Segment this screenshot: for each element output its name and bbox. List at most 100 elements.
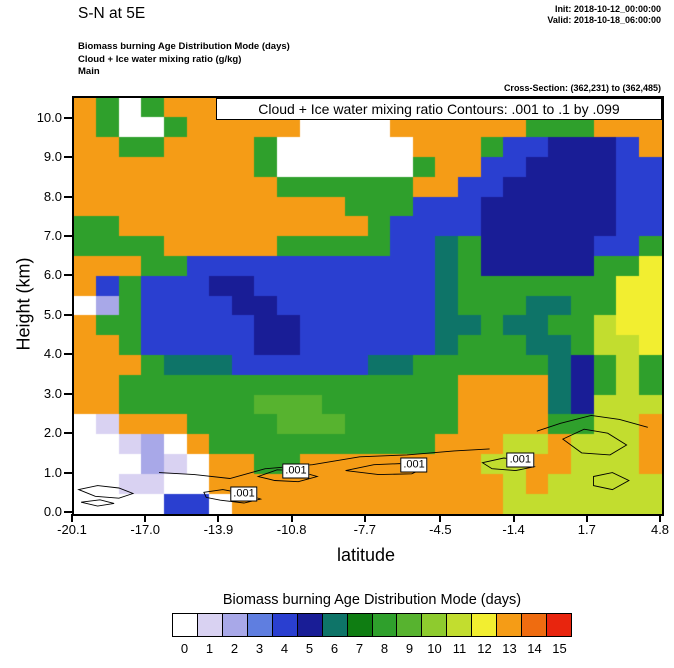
colorbar-swatch [271,613,298,637]
x-tick-label: -7.7 [353,522,377,537]
contour-line [561,428,628,456]
contour-info-box: Cloud + Ice water mixing ratio Contours:… [216,98,662,120]
x-tick-mark [217,514,220,522]
x-tick-label: -10.8 [276,522,307,537]
colorbar-swatch [221,613,248,637]
colorbar-tick-label: 10 [427,641,442,656]
colorbar-swatch [521,613,548,637]
y-tick-label: 8.0 [43,188,62,204]
y-tick-mark [64,392,72,395]
y-tick-mark [64,156,72,159]
y-tick-label: 3.0 [43,385,62,401]
y-tick-label: 6.0 [43,267,62,283]
x-tick-mark [585,514,588,522]
colorbar-swatch [321,613,348,637]
colorbar-swatch [471,613,498,637]
x-tick-label: 1.7 [577,522,596,537]
colorbar-tick-label: 11 [452,641,467,656]
colorbar-swatch [421,613,448,637]
y-tick-label: 7.0 [43,227,62,243]
valid-time: Valid: 2018-10-18_06:00:00 [547,15,661,25]
plot-area: Cloud + Ice water mixing ratio Contours:… [72,96,664,516]
x-tick-label: 4.8 [650,522,670,537]
field-line-domain: Main [78,66,100,77]
y-tick-label: 5.0 [43,306,62,322]
contour-line [593,472,630,491]
y-tick-mark [64,116,72,119]
contour-fill-field [74,98,662,514]
contour-line [80,499,115,507]
contour-line [77,485,135,499]
colorbar-swatch [196,613,223,637]
colorbar-labels: 0 1 2 3 4 5 6 7 8 9 10 11 12 13 14 15 [172,641,572,656]
x-tick-mark [144,514,147,522]
colorbar [172,613,572,637]
colorbar-tick-label: 4 [280,641,289,656]
y-tick-mark [64,234,72,237]
colorbar-swatch [396,613,423,637]
colorbar-tick-label: 5 [305,641,314,656]
colorbar-swatch [496,613,523,637]
y-tick-label: 0.0 [43,504,62,519]
y-tick-label: 4.0 [43,346,62,362]
y-tick-mark [64,353,72,356]
y-tick-label: 9.0 [43,149,62,165]
y-tick-label: 1.0 [43,464,62,480]
y-tick-mark [64,313,72,316]
x-tick-mark [659,514,661,522]
x-tick-label: -4.5 [429,522,452,537]
init-time: Init: 2018-10-12_00:00:00 [554,4,661,14]
y-tick-mark [64,195,72,198]
y-tick-mark [64,432,72,435]
contour-line [481,457,536,472]
x-tick-mark [512,514,515,522]
colorbar-swatch [172,613,198,637]
field-description: Biomass burning Age Distribution Mode (d… [78,41,290,79]
y-tick-mark [64,471,72,474]
colorbar-swatch [296,613,323,637]
colorbar-swatch [346,613,373,637]
x-tick-mark [439,514,442,522]
x-tick-mark [290,514,293,522]
contour-line [158,448,490,479]
x-tick-mark [71,514,73,522]
contour-lines [77,414,648,507]
y-tick-label: 10.0 [36,109,62,125]
colorbar-swatch [446,613,473,637]
colorbar-tick-label: 14 [527,641,542,656]
y-tick-label: 2.0 [43,425,62,441]
contour-line [536,414,648,432]
contour-value-label: .001 [400,457,428,473]
colorbar-tick-label: 13 [502,641,517,656]
colorbar-tick-label: 8 [380,641,389,656]
colorbar-tick-label: 7 [355,641,364,656]
colorbar-title: Biomass burning Age Distribution Mode (d… [222,592,522,608]
contour-line [256,469,319,483]
colorbar-tick-label: 2 [230,641,239,656]
contour-value-label: .001 [506,452,535,468]
colorbar-tick-label: 15 [552,641,567,656]
colorbar-swatch [371,613,398,637]
colorbar-tick-label: 1 [205,641,214,656]
field-line-age-mode: Biomass burning Age Distribution Mode (d… [78,41,290,52]
colorbar-swatch [246,613,273,637]
x-tick-label: -1.4 [502,522,525,537]
cross-section-coords: Cross-Section: (362,231) to (362,485) [503,83,661,93]
y-tick-mark [64,511,72,513]
colorbar-swatch [546,613,572,637]
colorbar-tick-label: 12 [477,641,492,656]
colorbar-tick-label: 3 [255,641,264,656]
x-tick-label: -20.1 [57,522,87,537]
x-tick-label: -13.9 [203,522,234,537]
field-line-mixing-ratio: Cloud + Ice water mixing ratio (g/kg) [78,53,242,65]
x-tick-label: -17.0 [130,522,161,537]
model-times: Init: 2018-10-12_00:00:00 Valid: 2018-10… [547,4,661,26]
x-axis-title: latitude [336,545,396,565]
contour-value-label: .001 [282,463,310,479]
x-tick-mark [363,514,366,522]
colorbar-tick-label: 6 [330,641,339,656]
y-tick-mark [64,274,72,277]
colorbar-tick-label: 9 [405,641,414,656]
contour-value-label: .001 [230,486,258,502]
